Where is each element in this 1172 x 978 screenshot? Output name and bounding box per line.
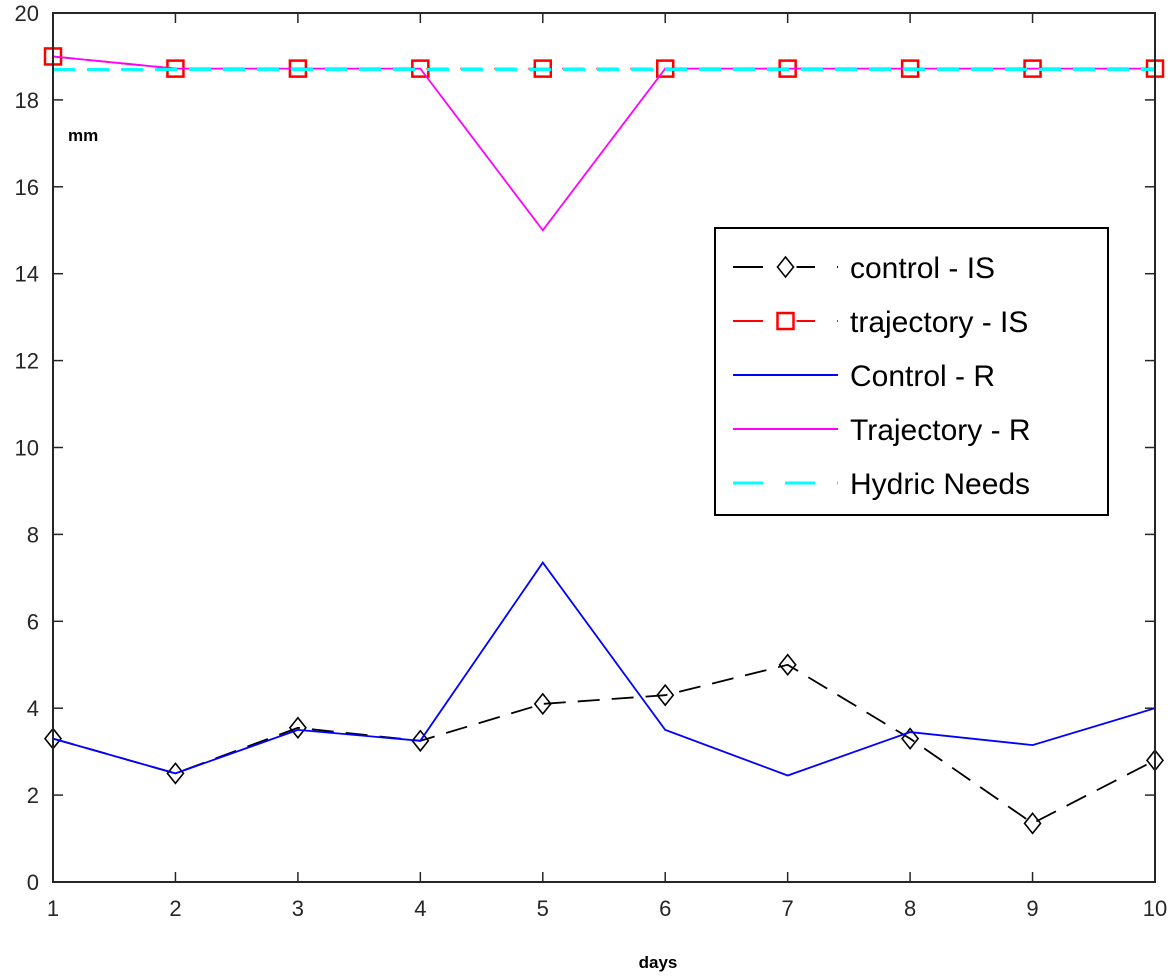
legend: control - IS trajectory - IS Control - R Tr… [714,227,1109,516]
legend-item: Hydric Needs [733,468,1030,501]
y-tick-label: 16 [15,175,39,200]
data-point [288,716,307,740]
axes-box [52,12,1156,883]
x-tick-label: 8 [904,896,916,921]
series-control-is [43,653,1165,835]
data-point [166,762,185,785]
x-tick-label: 5 [537,896,549,921]
y-axis-label: mm [68,126,98,145]
series-control-r [52,561,1156,777]
legend-label: Trajectory - R [850,414,1031,447]
data-point [1023,812,1042,835]
legend-item: Control - R [733,360,995,393]
x-tick-label: 10 [1143,896,1167,921]
x-tick-label: 3 [292,896,304,921]
series-line [52,55,1155,70]
y-tick-label: 10 [15,436,39,461]
y-tick-label: 0 [27,870,39,895]
y-tick-label: 20 [15,1,39,26]
series-line [52,55,1155,232]
legend-marker-bg [774,256,797,278]
series-line [52,561,1156,777]
series-line [52,663,1156,825]
data-point [656,683,675,707]
data-point [901,727,920,750]
data-point [411,729,430,753]
legend-marker-bg [774,310,797,332]
y-tick-label: 8 [27,522,39,547]
y-tick-label: 12 [15,349,39,374]
legend-marker [776,311,795,331]
legend-item: control - IS [733,252,995,285]
legend-item: Trajectory - R [733,414,1031,447]
data-point [778,653,797,677]
series-trajectory-is [43,47,1165,78]
legend-item: trajectory - IS [733,306,1028,339]
y-tick-label: 2 [27,783,39,808]
x-tick-label: 6 [659,896,671,921]
y-tick-label: 6 [27,609,39,634]
data-point [533,692,552,716]
x-axis-label: days [639,953,678,972]
x-tick-label: 9 [1026,896,1038,921]
legend-label: Control - R [850,360,995,393]
x-tick-label: 7 [782,896,794,921]
legend-label: control - IS [850,252,995,285]
x-tick-label: 4 [414,896,426,921]
y-tick-label: 14 [15,262,39,287]
series-trajectory-r [52,55,1155,232]
plot-series [43,47,1165,835]
y-tick-label: 4 [27,696,39,721]
legend-marker [776,255,795,279]
x-tick-label: 2 [169,896,181,921]
legend-label: trajectory - IS [850,306,1028,339]
legend-label: Hydric Needs [850,468,1030,501]
y-tick-label: 18 [15,88,39,113]
x-tick-label: 1 [47,896,59,921]
tick-marks [52,12,1156,883]
